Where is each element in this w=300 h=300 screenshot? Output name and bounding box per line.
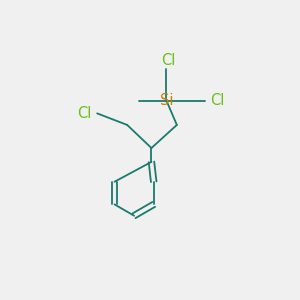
Text: Cl: Cl: [210, 93, 225, 108]
Text: Cl: Cl: [77, 106, 92, 121]
Text: Cl: Cl: [162, 53, 176, 68]
Text: Si: Si: [160, 93, 173, 108]
